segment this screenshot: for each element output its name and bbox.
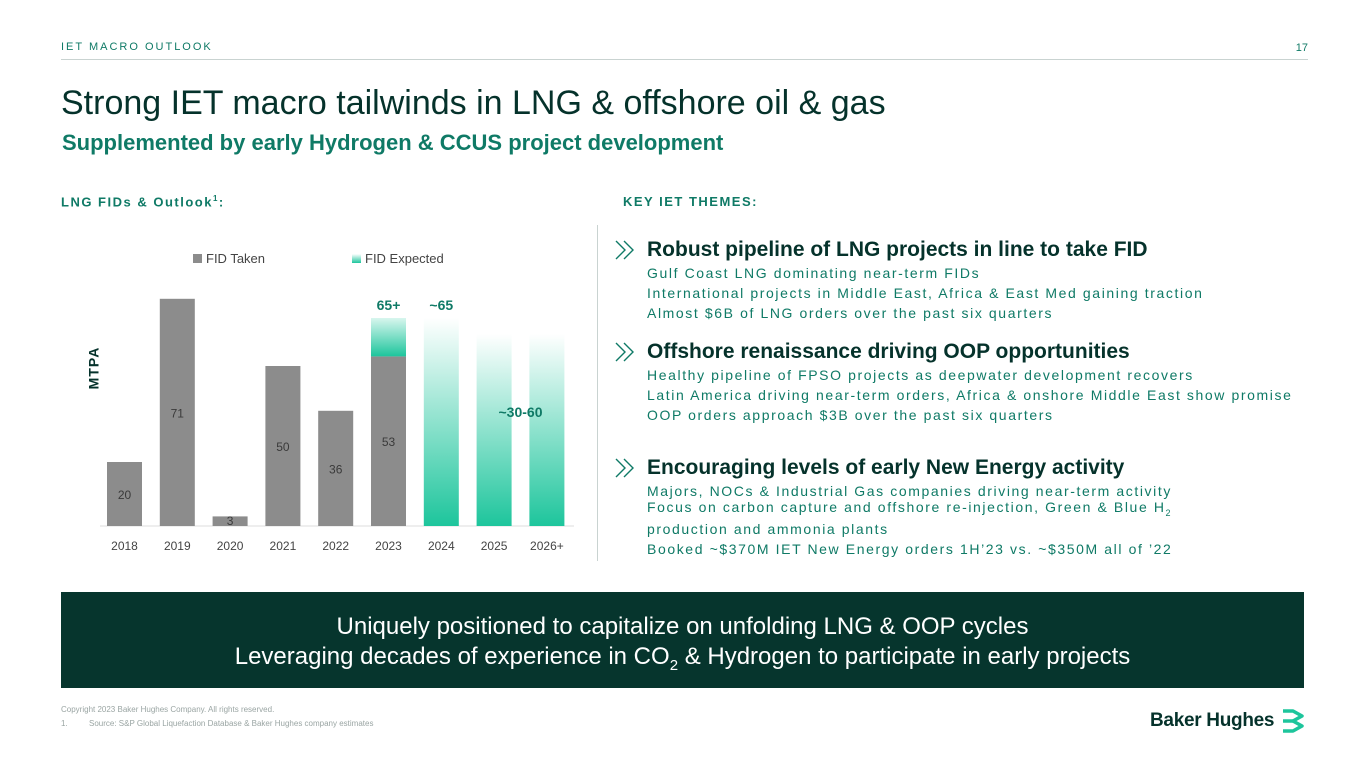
bar-fid-taken <box>265 366 301 526</box>
bar-fid-taken <box>212 516 248 526</box>
double-chevron-icon <box>615 240 634 260</box>
double-chevron-icon <box>615 342 634 362</box>
theme-bullet: production and ammonia plants <box>647 520 889 537</box>
themes-heading: KEY IET THEMES: <box>623 194 758 209</box>
bar-fid-taken <box>159 298 195 526</box>
x-tick-label: 2026+ <box>530 539 564 553</box>
theme-bullet: International projects in Middle East, A… <box>647 285 1204 301</box>
x-tick-label: 2018 <box>111 539 138 553</box>
h2-subscript: 2 <box>1165 507 1173 518</box>
copyright: Copyright 2023 Baker Hughes Company. All… <box>61 705 275 714</box>
footnote-text: Source: S&P Global Liquefaction Database… <box>89 719 374 728</box>
page-subtitle: Supplemented by early Hydrogen & CCUS pr… <box>62 130 724 155</box>
theme-bullet-text: Focus on carbon capture and offshore re-… <box>647 499 1166 515</box>
bar-value-label: 20 <box>118 488 132 502</box>
legend-swatch-expected <box>352 254 361 263</box>
column-divider <box>597 225 598 561</box>
chart-plot: 20 2018 71 2019 3 2020 50 2021 36 2022 53 65+ 2023 ~6… <box>100 297 574 553</box>
bar-fid-expected <box>529 334 565 526</box>
double-chevron-icon <box>615 458 634 478</box>
theme-bullet: Booked ~$370M IET New Energy orders 1H’2… <box>647 540 1173 557</box>
banner-line-2a: Leveraging decades of experience in CO <box>234 643 670 670</box>
theme-bullet: OOP orders approach $3B over the past si… <box>647 407 1054 423</box>
bar-value-label: 36 <box>329 462 343 476</box>
bar-fid-taken <box>318 410 354 526</box>
company-logo: Baker Hughes <box>1150 708 1306 734</box>
banner-line-2b: & Hydrogen to participate in early proje… <box>678 643 1131 670</box>
page-number: 17 <box>1295 42 1308 54</box>
bar-fid-expected <box>423 318 459 526</box>
theme-bullet: Latin America driving near-term orders, … <box>647 387 1293 403</box>
page-title: Strong IET macro tailwinds in LNG & offs… <box>61 84 886 122</box>
x-tick-label: 2019 <box>164 539 191 553</box>
theme-title: Robust pipeline of LNG projects in line … <box>647 238 1148 261</box>
banner-line-1: Uniquely positioned to capitalize on unf… <box>336 613 1029 640</box>
theme-new-energy: Encouraging levels of early New Energy a… <box>614 456 1314 561</box>
theme-bullet: Focus on carbon capture and offshore re-… <box>647 499 1314 521</box>
section-label: IET MACRO OUTLOOK <box>61 41 213 53</box>
legend-fid-expected: FID Expected <box>352 251 444 266</box>
theme-bullet: Majors, NOCs & Industrial Gas companies … <box>647 483 1172 499</box>
chart-heading-suffix: : <box>218 194 225 210</box>
bar-value-label: 71 <box>171 406 185 420</box>
legend-fid-taken: FID Taken <box>193 251 265 266</box>
bar-fid-taken <box>107 462 142 526</box>
bar-fid-taken <box>371 356 406 526</box>
bar-value-label: 3 <box>227 514 234 528</box>
theme-bullet: Gulf Coast LNG dominating near-term FIDs <box>647 265 981 281</box>
chart-heading-text: LNG FIDs & Outlook <box>61 194 213 210</box>
footnote: 1. Source: S&P Global Liquefaction Databa… <box>61 719 373 728</box>
x-tick-label: 2024 <box>428 539 455 553</box>
range-label: ~30-60 <box>499 404 543 420</box>
summary-banner: Uniquely positioned to capitalize on unf… <box>61 592 1304 688</box>
chart-heading-footnote: 1 <box>212 194 219 203</box>
footnote-number: 1. <box>61 719 68 728</box>
legend-label-expected: FID Expected <box>365 251 444 266</box>
legend-label-taken: FID Taken <box>206 251 266 266</box>
bar-fid-expected <box>371 318 406 357</box>
x-tick-label: 2021 <box>270 539 297 553</box>
x-tick-label: 2022 <box>322 539 349 553</box>
theme-lng: Robust pipeline of LNG projects in line … <box>614 238 1314 325</box>
banner-line-2: Leveraging decades of experience in CO2 … <box>61 642 1304 681</box>
theme-bullet: Healthy pipeline of FPSO projects as dee… <box>647 367 1194 383</box>
x-tick-label: 2020 <box>217 539 244 553</box>
bar-fid-expected <box>476 334 512 526</box>
bar-total-label: 65+ <box>377 297 401 313</box>
theme-title: Encouraging levels of early New Energy a… <box>647 456 1125 479</box>
legend-swatch-taken <box>193 254 202 263</box>
theme-offshore: Offshore renaissance driving OOP opportu… <box>614 340 1314 427</box>
co2-subscript: 2 <box>669 656 679 674</box>
bar-value-label: 53 <box>382 435 396 449</box>
theme-bullet: Almost $6B of LNG orders over the past s… <box>647 305 1054 321</box>
x-tick-label: 2023 <box>375 539 402 553</box>
theme-title: Offshore renaissance driving OOP opportu… <box>647 340 1130 363</box>
x-tick-label: 2025 <box>481 539 508 553</box>
top-divider <box>61 59 1308 60</box>
bar-value-label: 50 <box>276 440 290 454</box>
lng-fid-chart: FID Taken FID Expected MTPA 20 2018 71 2019… <box>62 225 582 565</box>
baker-hughes-mark-icon <box>1283 709 1304 733</box>
bar-total-label: ~65 <box>429 297 453 313</box>
chart-heading: LNG FIDs & Outlook1: <box>61 194 225 209</box>
logo-text: Baker Hughes <box>1150 710 1275 731</box>
